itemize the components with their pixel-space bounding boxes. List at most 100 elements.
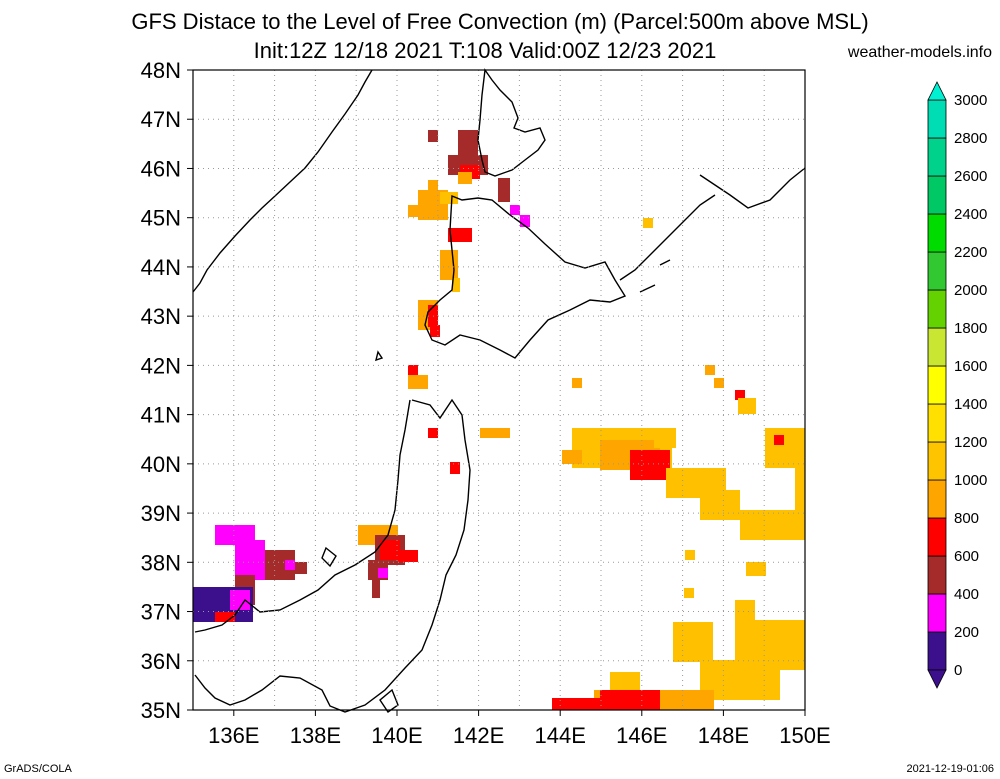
- footer-timestamp: 2021-12-19-01:06: [906, 763, 994, 775]
- lfc-shade-cell-11: [428, 180, 438, 190]
- colorbar-label: 1800: [954, 320, 987, 337]
- lfc-shade-cell-64: [380, 540, 400, 560]
- lfc-shade-cell-40: [795, 460, 805, 520]
- lfc-shade-cell-33: [630, 450, 670, 480]
- colorbar-label: 2400: [954, 206, 987, 223]
- lfc-shade-cell-52: [600, 690, 660, 710]
- lon-tick-label: 150E: [779, 723, 830, 748]
- lat-tick-label: 38N: [141, 550, 181, 575]
- coastline-layer: [192, 68, 806, 713]
- colorbar-segment: [927, 403, 947, 443]
- lfc-shade-cell-21: [428, 428, 438, 438]
- lfc-shade-cell-45: [735, 600, 755, 620]
- lfc-shade-cell-31: [562, 450, 582, 464]
- coastline-kurils: [619, 167, 806, 293]
- map-frame: [192, 69, 806, 711]
- lfc-shade-cell-24: [572, 378, 582, 388]
- lfc-shade-cell-54: [235, 540, 265, 580]
- colorbar-label: 0: [954, 662, 962, 679]
- colorbar-label: 200: [954, 624, 979, 641]
- lat-tick-label: 42N: [141, 353, 181, 378]
- lfc-shade-cell-39: [774, 435, 784, 445]
- coastline-sado: [321, 546, 337, 568]
- colorbar-label: 600: [954, 548, 979, 565]
- coastline-okushiri: [375, 350, 384, 362]
- lfc-shade-cell-43: [684, 588, 694, 598]
- lfc-shade-cell-34: [654, 428, 676, 448]
- colorbar-segment: [927, 327, 947, 367]
- colorbar-segment: [927, 555, 947, 595]
- colorbar-label: 2800: [954, 130, 987, 147]
- chart-subtitle: Init:12Z 12/18 2021 T:108 Valid:00Z 12/2…: [253, 38, 717, 63]
- axis-labels-layer: 136E 138E 140E 142E 144E 146E 148E 150E 35N 36N 37…: [141, 58, 831, 748]
- colorbar-label: 3000: [954, 92, 987, 109]
- colorbar-label: 2200: [954, 244, 987, 261]
- lon-tick-label: 144E: [535, 723, 586, 748]
- lat-tick-label: 40N: [141, 452, 181, 477]
- lfc-shade-cell-44: [673, 622, 713, 662]
- colorbar-label: 2000: [954, 282, 987, 299]
- site-label: weather-models.info: [847, 44, 992, 61]
- lon-tick-label: 142E: [453, 723, 504, 748]
- lat-tick-label: 46N: [141, 156, 181, 181]
- colorbar-segment: [927, 99, 947, 139]
- coastline-sakhalin: [477, 68, 546, 177]
- lfc-shade-cell-7: [510, 205, 520, 215]
- lat-tick-label: 47N: [141, 107, 181, 132]
- lfc-shade-cell-57: [285, 560, 295, 570]
- lon-tick-label: 140E: [371, 723, 422, 748]
- lfc-shade-cell-42: [746, 562, 766, 576]
- lat-tick-label: 44N: [141, 255, 181, 280]
- lfc-shade-cell-20: [408, 375, 428, 389]
- colorbar-segment: [927, 137, 947, 177]
- lfc-shade-cell-14: [440, 250, 458, 280]
- lfc-shade-cell-68: [378, 568, 388, 578]
- colorbar: 0 200 400 600 800 1000 1200 1400 1600 1800 2000 220…: [927, 81, 987, 689]
- colorbar-top-triangle: [927, 81, 947, 101]
- colorbar-segment: [927, 175, 947, 215]
- lfc-shade-cell-5: [458, 172, 472, 184]
- lfc-shade-cell-29: [643, 218, 653, 228]
- lfc-shade-cell-65: [398, 550, 418, 562]
- colorbar-label: 1200: [954, 434, 987, 451]
- colorbar-label: 1600: [954, 358, 987, 375]
- colorbar-label: 800: [954, 510, 979, 527]
- lfc-shade-cell-19: [408, 365, 418, 375]
- lfc-shade-cell-22: [450, 462, 460, 474]
- lfc-shade-cell-60: [215, 612, 235, 622]
- lfc-shade-cell-61: [230, 590, 250, 610]
- coastline-primorye: [192, 69, 373, 293]
- lfc-shade-cell-27: [735, 390, 745, 400]
- map-frame-layer: [192, 69, 806, 711]
- lfc-shade-cell-49: [610, 672, 640, 692]
- colorbar-segment: [927, 365, 947, 405]
- lon-tick-label: 136E: [208, 723, 259, 748]
- lat-tick-label: 39N: [141, 501, 181, 526]
- lon-tick-label: 148E: [698, 723, 749, 748]
- colorbar-bottom-triangle: [927, 669, 947, 689]
- lat-tick-label: 48N: [141, 58, 181, 83]
- lfc-shade-cell-2: [428, 130, 438, 142]
- coastline-honshu: [194, 398, 471, 713]
- colorbar-segment: [927, 593, 947, 633]
- colorbar-segment: [927, 213, 947, 253]
- lfc-shade-cell-28: [738, 398, 756, 414]
- lat-tick-label: 37N: [141, 600, 181, 625]
- coastline-boso: [379, 688, 399, 713]
- lat-tick-label: 41N: [141, 403, 181, 428]
- colorbar-segment: [927, 289, 947, 329]
- colorbar-label: 400: [954, 586, 979, 603]
- lfc-shade-cell-67: [372, 578, 380, 598]
- lfc-shade-cell-37: [740, 510, 805, 540]
- chart-title: GFS Distace to the Level of Free Convect…: [131, 9, 869, 34]
- lfc-shade-cell-15: [452, 278, 460, 292]
- lat-tick-label: 45N: [141, 206, 181, 231]
- lfc-shade-cell-26: [714, 378, 724, 388]
- lat-tick-label: 35N: [141, 698, 181, 723]
- colorbar-segment: [927, 631, 947, 671]
- lfc-shade-cell-36: [700, 490, 740, 520]
- lfc-shade-cell-25: [705, 365, 715, 375]
- colorbar-label: 1000: [954, 472, 987, 489]
- lfc-shade-cell-56: [295, 562, 307, 574]
